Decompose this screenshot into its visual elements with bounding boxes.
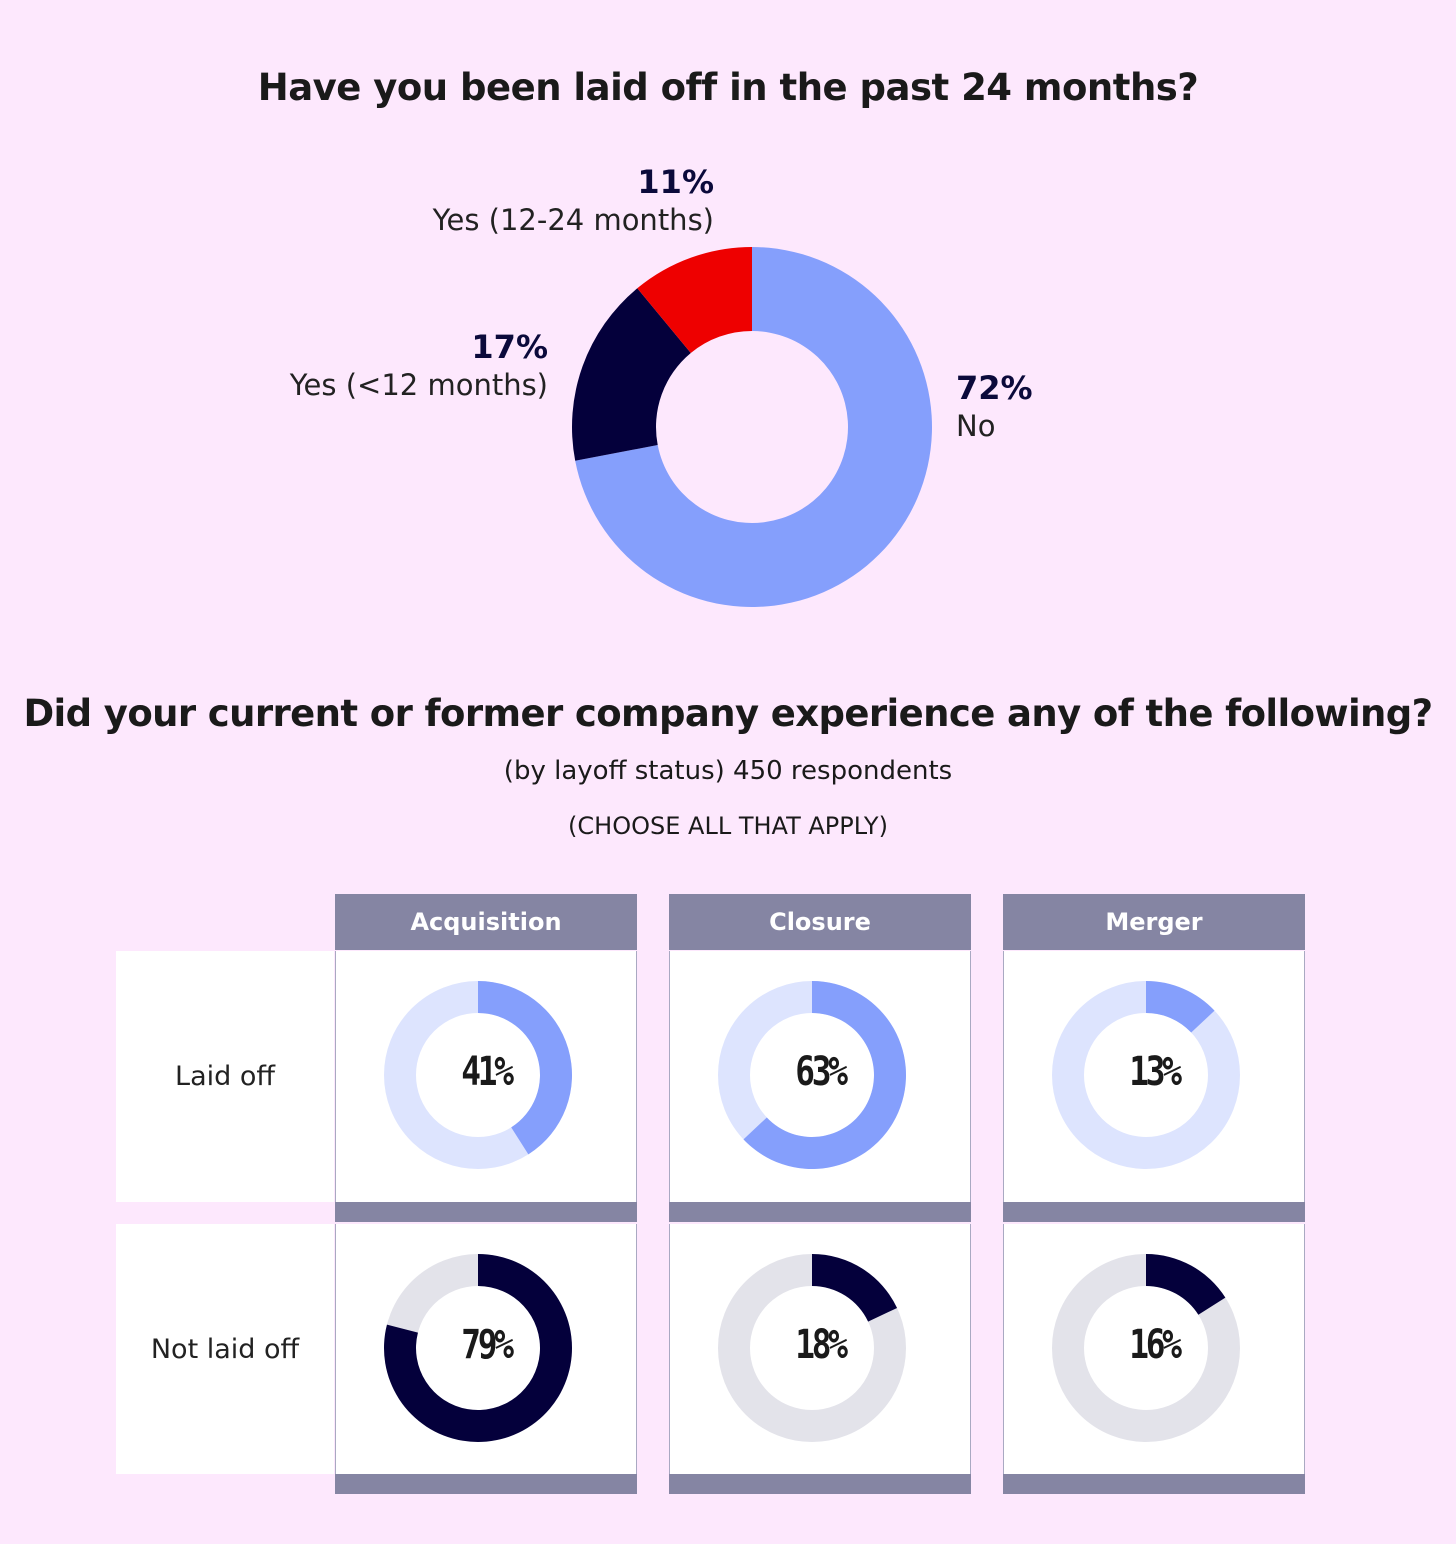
pie-slice-no (575, 247, 933, 608)
donut-not-laid-off-merger (1052, 1254, 1240, 1442)
donut-not-laid-off-closure (718, 1254, 906, 1442)
column-header-acquisition: Acquisition (335, 894, 637, 950)
pie-label-yes-12-24: 11% Yes (12-24 months) (433, 162, 714, 238)
table-chart-subtitle: (by layoff status) 450 respondents (503, 756, 953, 786)
pie-slice-yes-lt12 (572, 288, 691, 461)
pie-slice-yes-12-24 (637, 247, 752, 354)
donut-laid-off-closure (718, 981, 906, 1169)
pie-text-no: No (956, 409, 996, 443)
table-chart-note: (CHOOSE ALL THAT APPLY) (568, 812, 888, 840)
cell-not-laid-off-closure: 18% (669, 1224, 971, 1475)
donut-value-arc (812, 1254, 898, 1322)
column-header-merger: Merger (1003, 894, 1305, 950)
pie-text-yes-12-24: Yes (12-24 months) (432, 203, 714, 237)
table-footer-bar (1003, 1474, 1305, 1494)
donut-value-arc (1146, 1254, 1226, 1315)
donut-value: 41% (461, 1049, 514, 1095)
donut-value-arc (743, 981, 906, 1169)
pie-pct-yes-12-24: 11% (637, 163, 714, 201)
donut-value: 16% (1129, 1322, 1182, 1368)
pie-chart (572, 247, 933, 608)
cell-not-laid-off-merger: 16% (1003, 1224, 1305, 1475)
donut-value-arc (478, 981, 572, 1155)
cell-laid-off-acquisition: 41% (335, 951, 637, 1203)
donut-laid-off-acquisition (384, 981, 572, 1169)
cell-laid-off-closure: 63% (669, 951, 971, 1203)
table-chart-title: Did your current or former company exper… (23, 692, 1433, 735)
row-divider (1003, 1202, 1305, 1222)
cell-laid-off-merger: 13% (1003, 951, 1305, 1203)
row-label-laid-off: Laid off (116, 951, 334, 1202)
pie-chart-title: Have you been laid off in the past 24 mo… (257, 66, 1199, 109)
table-footer-bar (335, 1474, 637, 1494)
pie-pct-yes-lt12: 17% (471, 328, 548, 366)
table-footer-bar (669, 1474, 971, 1494)
pie-pct-no: 72% (956, 369, 1033, 407)
donut-value-arc (1146, 981, 1215, 1033)
donut-value: 63% (795, 1049, 848, 1095)
donut-laid-off-merger (1052, 981, 1240, 1169)
donut-value: 13% (1129, 1049, 1182, 1095)
pie-label-yes-lt12: 17% Yes (<12 months) (290, 327, 548, 403)
pie-label-no: 72% No (956, 368, 1033, 444)
row-divider (335, 1202, 637, 1222)
donut-value-arc (384, 1254, 572, 1442)
donut-not-laid-off-acquisition (384, 1254, 572, 1442)
donut-value: 79% (461, 1322, 514, 1368)
column-header-closure: Closure (669, 894, 971, 950)
donut-value: 18% (795, 1322, 848, 1368)
pie-text-yes-lt12: Yes (<12 months) (289, 368, 548, 402)
row-label-not-laid-off: Not laid off (116, 1224, 334, 1474)
cell-not-laid-off-acquisition: 79% (335, 1224, 637, 1475)
row-divider (669, 1202, 971, 1222)
